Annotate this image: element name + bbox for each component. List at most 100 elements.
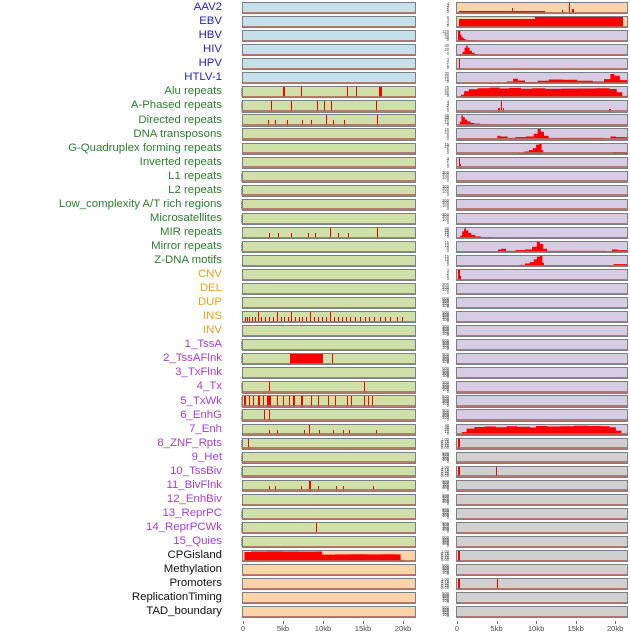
baseline (243, 194, 415, 196)
row-label-mir-repeats: MIR repeats (159, 225, 222, 238)
y-tick-label: 100 (442, 541, 449, 547)
bar-mark (496, 579, 498, 590)
row-label-g-quadruplex-forming-repeats: G-Quadruplex forming repeats (68, 141, 222, 154)
bar-mark (346, 317, 348, 323)
x-tick-mark (403, 621, 404, 625)
bar-mark (262, 396, 264, 407)
bar-mark (459, 164, 461, 168)
x-tick-label: 20kb (394, 624, 412, 633)
y-tick-label: 400 (442, 339, 449, 345)
y-tick-label: 0 (446, 163, 449, 169)
y-tick-label: 300 (442, 510, 449, 516)
right-yaxis-15-quies: 500 400 300 200 100 0 (428, 535, 450, 548)
right-yaxis-htlv-1: 30 20 10 0 (428, 72, 450, 84)
bar-mark (291, 232, 293, 238)
baseline (457, 517, 627, 519)
y-tick-label: 3 (446, 101, 449, 107)
baseline (243, 461, 415, 463)
y-tick-label: 0 (446, 304, 449, 310)
bar-mark (295, 317, 297, 323)
row-label-dna-transposons: DNA transposons (133, 127, 222, 140)
bar-mark (364, 317, 366, 323)
row-label-11-bivflnk: 11_BivFlnk (166, 478, 222, 491)
y-tick-label: 300 (442, 369, 449, 375)
baseline (243, 615, 415, 618)
y-tick-label: 50 (444, 88, 449, 94)
right-panel-l1-repeats (456, 170, 628, 183)
bar-mark (458, 59, 460, 70)
y-tick-label: 200 (442, 610, 449, 616)
y-tick-label: 100 (442, 569, 449, 575)
bar-mark (326, 115, 328, 126)
bar-mark (299, 317, 301, 323)
left-panel-4-tx (242, 381, 416, 394)
right-panel-14-reprpcwk (456, 521, 628, 535)
baseline (457, 348, 627, 351)
x-tick-mark (243, 621, 244, 625)
x-tick-label: 15kb (354, 624, 372, 633)
bar-mark (459, 19, 536, 28)
x-tick-label: 20kb (606, 624, 624, 633)
bar-mark (343, 120, 345, 126)
bar-mark (258, 396, 260, 407)
y-tick-label: 10 (444, 119, 449, 125)
bar-mark (315, 522, 317, 534)
bar-mark (248, 396, 250, 407)
baseline (457, 25, 627, 28)
y-tick-label: 0 (446, 613, 449, 619)
left-panel-htlv-1 (242, 72, 416, 85)
bar-mark (317, 101, 319, 112)
bar-mark (350, 317, 352, 323)
right-panel-12-enhbiv (456, 493, 628, 506)
y-tick-label: 400 (442, 410, 449, 416)
left-panel-aav2 (242, 2, 416, 15)
x-tick-label: 10kb (314, 624, 332, 633)
y-tick-label: 0.50 (441, 440, 449, 446)
bar-mark (276, 429, 278, 435)
y-tick-label: 0 (446, 93, 449, 99)
baseline (243, 531, 415, 534)
y-tick-label: 300 (442, 481, 449, 487)
baseline (243, 11, 415, 14)
y-tick-label: 500 (442, 394, 449, 400)
y-tick-label: 400 (442, 367, 449, 373)
bar-mark (287, 317, 289, 323)
bar-mark (245, 317, 247, 323)
row-label-4-tx: 4_Tx (196, 380, 222, 393)
right-yaxis-tad-boundary: 500 400 300 200 100 0 (428, 606, 450, 618)
y-tick-label: 5 (446, 146, 449, 152)
bar-mark (390, 317, 392, 323)
bar-mark (384, 317, 386, 323)
y-tick-label: 500 (442, 366, 449, 372)
right-panel-microsatellites (456, 212, 628, 225)
bar-mark (331, 354, 334, 365)
x-tick-mark (615, 621, 617, 625)
y-tick-label: 300 (442, 327, 449, 333)
y-tick-label: 200 (442, 525, 449, 531)
y-tick-label: 0.50 (441, 553, 449, 559)
bar-mark (377, 227, 379, 238)
bar-mark (572, 9, 574, 14)
bar-mark (291, 312, 293, 323)
baseline (243, 447, 415, 449)
baseline (243, 250, 415, 253)
y-tick-label: 100 (442, 189, 449, 195)
right-panel-alu-repeats (456, 86, 628, 99)
baseline (243, 587, 415, 590)
right-panel-inv (456, 325, 628, 338)
y-tick-label: 0.25 (441, 555, 449, 561)
y-tick-label: 0.50 (441, 468, 449, 474)
y-tick-label: 400 (442, 297, 449, 303)
right-panel-mirror-repeats (456, 240, 628, 254)
y-tick-label: 10 (444, 76, 449, 82)
right-yaxis-promoters: 1.00 0.75 0.50 0.25 0.00 (428, 577, 450, 590)
right-yaxis-replicationtiming: 500 400 300 200 100 0 (428, 591, 450, 604)
y-tick-label: 100 (442, 287, 449, 293)
bar-mark (280, 317, 282, 323)
y-tick-label: 20 (444, 73, 449, 79)
y-tick-label: 500 (442, 352, 449, 358)
baseline (457, 503, 627, 505)
y-tick-label: 100 (442, 175, 449, 181)
